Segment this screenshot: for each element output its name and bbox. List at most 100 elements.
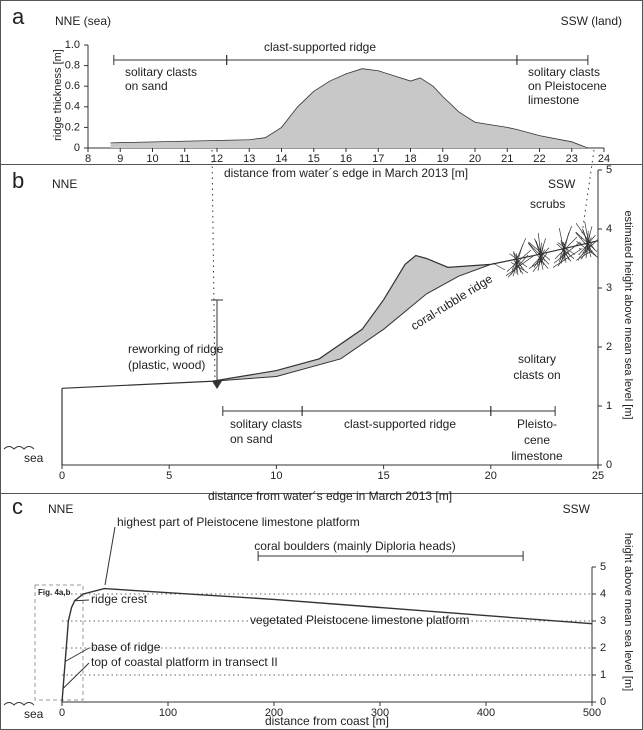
zone-label: cene <box>524 433 550 447</box>
y-tick-label: 0 <box>600 696 606 708</box>
annotation: scrubs <box>530 197 565 211</box>
scrub <box>581 237 592 256</box>
zone-label: solitary clasts <box>528 65 600 79</box>
scrub <box>561 248 572 262</box>
scrub <box>575 231 598 253</box>
x-tick-label: 9 <box>117 153 123 165</box>
scrub <box>558 228 567 263</box>
scrub <box>584 226 593 253</box>
zone-label: solitary clasts <box>125 65 197 79</box>
scrub <box>506 249 532 272</box>
panel-letter: b <box>12 168 24 193</box>
scrub <box>534 238 546 262</box>
annotation: NNE <box>52 177 77 191</box>
x-tick-label: 15 <box>377 470 389 482</box>
scrub <box>581 228 593 253</box>
leader <box>74 599 90 602</box>
y-tick-label: 0.8 <box>65 60 80 72</box>
x-tick-label: 11 <box>179 153 190 165</box>
y-tick-label: 4 <box>606 223 612 235</box>
annotation: sea <box>24 707 44 721</box>
annotation: NNE <box>48 502 73 516</box>
thickness-outline <box>110 68 589 149</box>
scrub <box>505 255 534 277</box>
y-tick-label: 3 <box>600 615 606 627</box>
leader <box>64 647 90 662</box>
figure-reference-box <box>34 584 84 701</box>
scrub <box>552 248 583 268</box>
reworking-arrowhead <box>212 381 222 389</box>
scrub <box>528 258 545 270</box>
scrub <box>553 242 580 264</box>
scrub <box>532 253 548 273</box>
x-tick-label: 17 <box>372 153 384 165</box>
x-axis-label: distance from water´s edge in March 2013… <box>224 166 468 180</box>
scrub <box>514 257 525 271</box>
annotation: sea <box>24 451 44 465</box>
zone-label: limestone <box>528 93 580 107</box>
zone-label: clast-supported ridge <box>264 40 376 54</box>
scrub <box>576 241 599 258</box>
zone-label: on sand <box>230 432 273 446</box>
x-tick-label: 0 <box>59 707 65 719</box>
zone-label: clast-supported ridge <box>344 417 456 431</box>
elevation-profile <box>61 587 593 703</box>
y-tick-label: 2 <box>600 642 606 654</box>
y-tick-label: 4 <box>600 588 606 600</box>
annotation: NNE (sea) <box>55 14 111 28</box>
panel-letter: a <box>12 4 25 29</box>
y-tick-label: 0 <box>74 142 80 154</box>
scrub <box>560 239 571 256</box>
y-axis-label: estimated height above mean sea level [m… <box>622 210 634 419</box>
annotation: Fig. 4a,b <box>38 588 71 597</box>
scrub <box>533 249 546 268</box>
zone-label: limestone <box>511 449 563 463</box>
y-tick-label: 1.0 <box>65 39 80 51</box>
x-tick-label: 20 <box>485 470 497 482</box>
ridge-fill <box>212 255 491 382</box>
x-tick-label: 10 <box>270 470 282 482</box>
scrub <box>554 236 578 260</box>
x-tick-label: 12 <box>211 153 223 165</box>
x-tick-label: 20 <box>469 153 481 165</box>
zone-label: solitary <box>518 352 556 366</box>
x-axis-label: distance from water´s edge in March 2013… <box>208 489 452 503</box>
zone-label: Pleisto- <box>517 417 557 431</box>
scrub <box>559 225 572 259</box>
scrub <box>560 232 570 264</box>
scrub <box>515 261 519 276</box>
leader <box>104 526 116 586</box>
scrub <box>575 232 597 257</box>
zone-label: solitary clasts <box>230 417 302 431</box>
annotation: top of coastal platform in transect II <box>91 655 278 669</box>
y-axis-label: height above mean sea level [m] <box>622 533 634 691</box>
y-tick-label: 2 <box>606 341 612 353</box>
y-tick-label: 0.6 <box>65 80 80 92</box>
annotation: SSW <box>563 502 591 516</box>
scrub <box>575 250 593 261</box>
scrub <box>528 243 549 269</box>
scrub <box>507 254 529 278</box>
sea-wave <box>3 702 35 706</box>
zone-label: on sand <box>125 79 168 93</box>
leader <box>62 662 90 689</box>
annotation: vegetated Pleistocene limestone platform <box>250 613 469 627</box>
zone-label: on Pleistocene <box>528 79 607 93</box>
connector <box>577 149 595 263</box>
annotation: (plastic, wood) <box>128 358 205 372</box>
scrub <box>513 259 524 275</box>
sea-wave <box>3 446 35 450</box>
x-tick-label: 0 <box>59 470 65 482</box>
x-axis-label: distance from coast [m] <box>265 714 389 728</box>
x-tick-label: 16 <box>340 153 352 165</box>
annotation: base of ridge <box>91 640 161 654</box>
y-tick-label: 5 <box>606 164 612 176</box>
annotation: highest part of Pleistocene limestone pl… <box>117 515 360 529</box>
x-tick-label: 8 <box>85 153 91 165</box>
x-tick-label: 200 <box>265 707 283 719</box>
connector <box>211 149 216 387</box>
x-tick-label: 10 <box>146 153 158 165</box>
scrub <box>586 230 589 254</box>
panel-letter: c <box>12 494 23 519</box>
thickness-area <box>110 68 588 148</box>
